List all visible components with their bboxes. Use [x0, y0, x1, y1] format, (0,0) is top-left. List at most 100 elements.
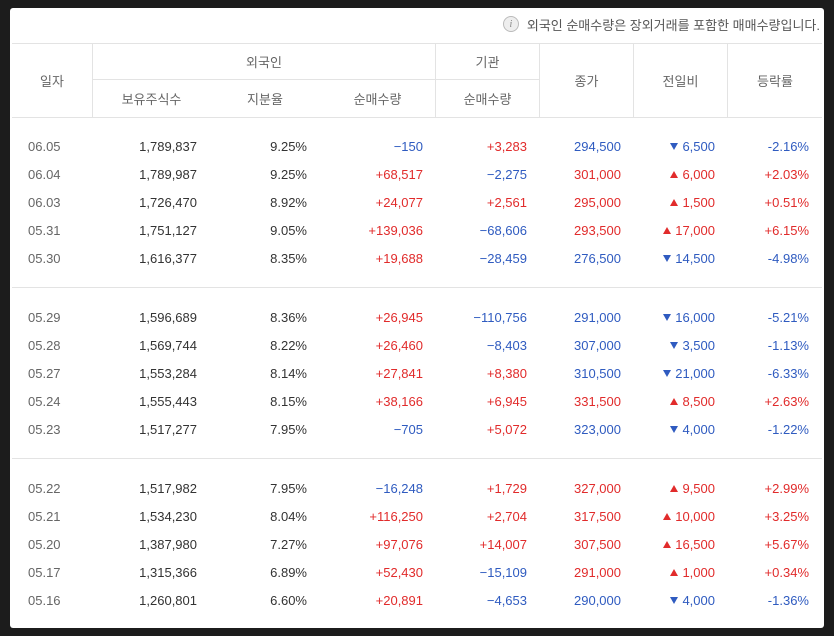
- change-value: 1,000: [682, 564, 715, 580]
- cell-institution-net: +2,561: [486, 194, 527, 210]
- cell-change: 10,000: [634, 502, 728, 530]
- cell-shares: 1,260,801: [139, 592, 197, 608]
- cell-rate: -4.98%: [767, 250, 809, 266]
- change-value: 3,500: [682, 337, 715, 353]
- cell-rate: -1.36%: [767, 592, 809, 608]
- cell-change: 4,000: [634, 415, 728, 443]
- cell-rate: -6.33%: [767, 365, 809, 381]
- table-header: 일자 외국인 기관 종가 전일비 등락률 보유주식수 지분율 순매수량 순매수량: [12, 43, 822, 118]
- table-row: 06.03 1,726,470 8.92% +24,077 +2,561 295,000 1…: [12, 188, 822, 216]
- trend-icon: [670, 596, 679, 604]
- change-value: 17,000: [675, 222, 715, 238]
- cell-shares: 1,596,689: [139, 309, 197, 325]
- trend-icon: [663, 512, 672, 520]
- cell-change: 16,000: [634, 303, 728, 331]
- cell-institution-net: −4,653: [486, 592, 527, 608]
- cell-foreign-net: +116,250: [369, 508, 423, 524]
- table-row: 05.30 1,616,377 8.35% +19,688 −28,459 276,500…: [12, 244, 822, 272]
- cell-ratio: 8.36%: [270, 309, 307, 325]
- cell-date: 06.03: [28, 194, 61, 210]
- cell-foreign-net: +68,517: [375, 166, 423, 182]
- cell-change: 6,000: [634, 160, 728, 188]
- trend-icon: [670, 341, 679, 349]
- table-row: 05.21 1,534,230 8.04% +116,250 +2,704 317,500…: [12, 502, 822, 530]
- change-value: 8,500: [682, 393, 715, 409]
- cell-ratio: 9.05%: [270, 222, 307, 238]
- trend-icon: [670, 198, 679, 206]
- cell-institution-net: −2,275: [486, 166, 527, 182]
- cell-shares: 1,726,470: [139, 194, 197, 210]
- change-value: 16,500: [675, 536, 715, 552]
- cell-institution-net: +2,704: [486, 508, 527, 524]
- cell-institution-net: +6,945: [486, 393, 527, 409]
- change-value: 6,000: [682, 166, 715, 182]
- cell-rate: +2.99%: [764, 480, 809, 496]
- cell-institution-net: +5,072: [486, 421, 527, 437]
- trend-icon: [670, 142, 679, 150]
- cell-foreign-net: +52,430: [375, 564, 423, 580]
- change-value: 1,500: [682, 194, 715, 210]
- cell-shares: 1,569,744: [139, 337, 197, 353]
- cell-institution-net: +14,007: [479, 536, 527, 552]
- cell-close: 294,500: [574, 138, 621, 154]
- cell-foreign-net: +27,841: [375, 365, 423, 381]
- trend-icon: [670, 397, 679, 405]
- cell-rate: -1.22%: [767, 421, 809, 437]
- cell-date: 05.30: [28, 250, 61, 266]
- table-body: 06.05 1,789,837 9.25% −150 +3,283 294,500 6,50…: [12, 117, 822, 628]
- trend-icon: [670, 484, 679, 492]
- cell-ratio: 8.22%: [270, 337, 307, 353]
- header-cell: 외국인: [93, 44, 436, 80]
- header-cell: 기관: [436, 44, 540, 80]
- cell-shares: 1,789,987: [139, 166, 197, 182]
- cell-rate: +0.34%: [764, 564, 809, 580]
- cell-close: 310,500: [574, 365, 621, 381]
- cell-close: 331,500: [574, 393, 621, 409]
- cell-date: 05.28: [28, 337, 61, 353]
- cell-close: 295,000: [574, 194, 621, 210]
- trend-icon: [663, 540, 672, 548]
- cell-shares: 1,553,284: [139, 365, 197, 381]
- cell-ratio: 7.95%: [270, 480, 307, 496]
- cell-foreign-net: +19,688: [375, 250, 423, 266]
- cell-close: 323,000: [574, 421, 621, 437]
- cell-change: 21,000: [634, 359, 728, 387]
- cell-ratio: 8.92%: [270, 194, 307, 210]
- table-row: 05.31 1,751,127 9.05% +139,036 −68,606 293,50…: [12, 216, 822, 244]
- table-row: 05.23 1,517,277 7.95% −705 +5,072 323,000 4,00…: [12, 415, 822, 443]
- cell-foreign-net: +20,891: [375, 592, 423, 608]
- trend-icon: [670, 425, 679, 433]
- cell-ratio: 8.14%: [270, 365, 307, 381]
- change-value: 6,500: [682, 138, 715, 154]
- cell-close: 290,000: [574, 592, 621, 608]
- cell-foreign-net: +26,945: [375, 309, 423, 325]
- cell-ratio: 9.25%: [270, 166, 307, 182]
- cell-rate: +3.25%: [764, 508, 809, 524]
- cell-change: 17,000: [634, 216, 728, 244]
- cell-close: 276,500: [574, 250, 621, 266]
- cell-shares: 1,387,980: [139, 536, 197, 552]
- cell-rate: -2.16%: [767, 138, 809, 154]
- cell-shares: 1,315,366: [139, 564, 197, 580]
- cell-institution-net: +3,283: [486, 138, 527, 154]
- cell-ratio: 7.95%: [270, 421, 307, 437]
- header-cell: 일자: [12, 44, 93, 117]
- cell-rate: +0.51%: [764, 194, 809, 210]
- cell-rate: -5.21%: [767, 309, 809, 325]
- change-value: 4,000: [682, 592, 715, 608]
- trend-icon: [663, 369, 672, 377]
- cell-rate: +6.15%: [764, 222, 809, 238]
- cell-ratio: 8.15%: [270, 393, 307, 409]
- row-group: 06.05 1,789,837 9.25% −150 +3,283 294,500 6,50…: [12, 117, 822, 288]
- cell-close: 301,000: [574, 166, 621, 182]
- table-row: 05.27 1,553,284 8.14% +27,841 +8,380 310,500 2…: [12, 359, 822, 387]
- cell-close: 307,000: [574, 337, 621, 353]
- cell-shares: 1,555,443: [139, 393, 197, 409]
- change-value: 9,500: [682, 480, 715, 496]
- table-row: 05.22 1,517,982 7.95% −16,248 +1,729 327,000 9…: [12, 474, 822, 502]
- table-row: 05.28 1,569,744 8.22% +26,460 −8,403 307,000 3…: [12, 331, 822, 359]
- header-cell: 지분율: [247, 92, 283, 107]
- cell-shares: 1,517,277: [139, 421, 197, 437]
- cell-foreign-net: −16,248: [375, 480, 423, 496]
